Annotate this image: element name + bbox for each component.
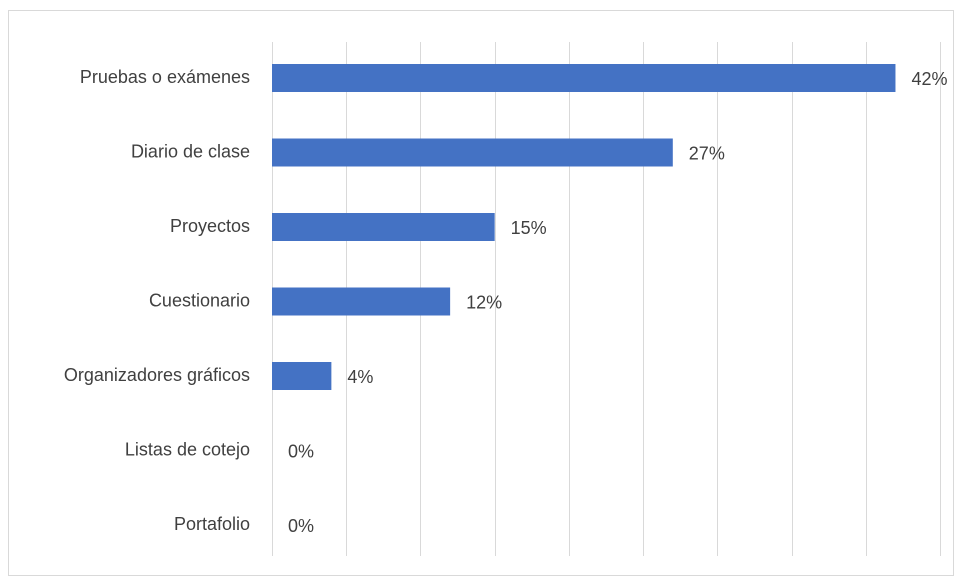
- data-label: 4%: [347, 367, 373, 387]
- bar: [272, 213, 495, 241]
- gridlines: [272, 42, 941, 556]
- bar: [272, 64, 896, 92]
- data-labels: 42% 27% 15% 12% 4% 0% 0%: [288, 69, 947, 536]
- data-label: 0%: [288, 441, 314, 461]
- category-label: Listas de cotejo: [125, 439, 250, 459]
- category-label: Proyectos: [170, 216, 250, 236]
- category-label: Portafolio: [174, 514, 250, 534]
- bar: [272, 287, 451, 316]
- category-label: Cuestionario: [149, 290, 250, 310]
- data-label: 42%: [911, 69, 947, 89]
- data-label: 15%: [511, 218, 547, 238]
- category-label: Organizadores gráficos: [64, 365, 250, 385]
- bar: [272, 138, 673, 167]
- data-label: 12%: [466, 292, 502, 312]
- category-label: Diario de clase: [131, 141, 250, 161]
- chart-area: [8, 10, 954, 576]
- bars: [272, 64, 896, 390]
- bar: [272, 362, 332, 390]
- category-label: Pruebas o exámenes: [80, 67, 250, 87]
- data-label: 27%: [689, 143, 725, 163]
- category-labels: Pruebas o exámenes Diario de clase Proyect…: [64, 67, 250, 534]
- data-label: 0%: [288, 516, 314, 536]
